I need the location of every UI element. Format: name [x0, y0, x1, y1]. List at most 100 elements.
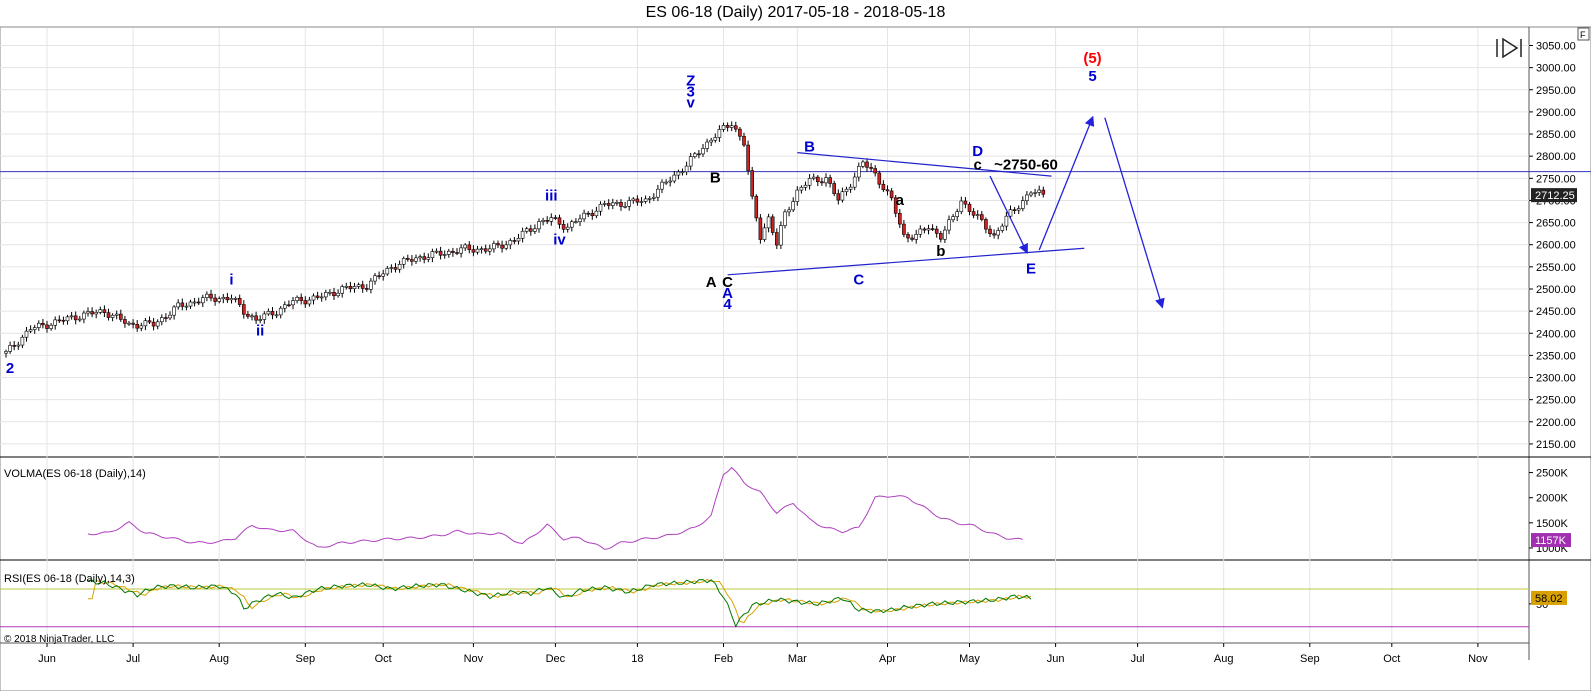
candle-body — [24, 330, 29, 338]
corner-f-icon[interactable]: F — [1577, 27, 1590, 41]
candle-body — [299, 297, 304, 301]
candle-body — [373, 275, 377, 282]
candle-body — [947, 219, 951, 231]
candle-body — [688, 156, 693, 167]
price-tick-label: 2350.00 — [1536, 350, 1576, 362]
candle-body — [16, 344, 21, 347]
candle-body — [725, 125, 730, 128]
candle-body — [172, 306, 176, 316]
candle-body — [713, 137, 718, 141]
candle-body — [344, 286, 349, 288]
chart-frame — [0, 26, 1591, 691]
candle-body — [422, 256, 427, 260]
time-tick-label: Jun — [1047, 653, 1065, 665]
candle-body — [53, 319, 58, 326]
candle-body — [360, 284, 365, 289]
candle-body — [393, 267, 398, 270]
candle-body — [49, 324, 53, 329]
wave-label: 4 — [723, 296, 732, 313]
candle-body — [127, 322, 131, 325]
candle-body — [82, 312, 86, 320]
candle-body — [971, 211, 976, 216]
candle-body — [110, 314, 115, 318]
candle-body — [746, 144, 750, 171]
time-tick-label: Nov — [464, 653, 484, 665]
time-tick-label: Aug — [209, 653, 229, 665]
candle-body — [610, 202, 615, 206]
candle-body — [274, 314, 279, 317]
candle-body — [102, 309, 107, 313]
candle-body — [451, 250, 455, 253]
wave-label: b — [936, 243, 945, 260]
candle-body — [123, 319, 127, 324]
candle-body — [86, 311, 90, 314]
candle-body — [967, 203, 972, 212]
candle-body — [528, 228, 533, 232]
candle-body — [770, 216, 775, 233]
candle-body — [1016, 208, 1021, 211]
wave-label: 2 — [6, 360, 14, 377]
candle-body — [643, 198, 648, 202]
candle-body — [1033, 192, 1037, 194]
wave-label: a — [896, 192, 905, 209]
time-tick-label: Mar — [788, 653, 807, 665]
candle-body — [934, 228, 939, 234]
rsi-line — [87, 579, 1032, 628]
candle-body — [533, 228, 537, 232]
candle-body — [389, 267, 394, 269]
projection-arrow — [1104, 117, 1165, 309]
candle-body — [426, 257, 431, 260]
candle-body — [258, 319, 263, 321]
candle-body — [930, 228, 935, 230]
rsi-panel: 5058.02 — [0, 578, 1567, 628]
candle-body — [57, 319, 62, 322]
candle-body — [254, 315, 258, 321]
candle-body — [1025, 194, 1029, 201]
candle-body — [623, 206, 627, 208]
price-tick-label: 2850.00 — [1536, 129, 1576, 141]
candle-body — [32, 327, 37, 330]
time-tick-label: Nov — [1468, 653, 1488, 665]
candle-body — [1041, 189, 1046, 195]
candle-body — [557, 217, 562, 225]
candle-body — [779, 225, 783, 246]
candle-body — [914, 233, 919, 240]
candle-body — [397, 264, 402, 270]
candle-body — [233, 298, 238, 300]
candle-body — [984, 219, 988, 230]
candle-body — [750, 170, 755, 197]
candle-body — [164, 317, 168, 319]
last-price-box — [1531, 188, 1577, 203]
skip-forward-icon[interactable] — [1496, 37, 1522, 59]
candle-body — [508, 240, 513, 246]
candle-body — [590, 213, 595, 217]
candle-body — [504, 244, 509, 249]
candle-body — [783, 211, 787, 226]
candle-body — [836, 193, 841, 201]
candle-body — [12, 345, 16, 347]
candle-body — [438, 250, 443, 256]
candle-body — [881, 183, 886, 191]
candle-body — [631, 198, 636, 201]
candle-body — [336, 292, 340, 297]
corner-f-label: F — [1580, 30, 1586, 40]
candle-body — [639, 201, 644, 203]
wave-label: v — [687, 94, 696, 111]
candle-body — [656, 188, 660, 198]
wave-label: 5 — [1088, 68, 1096, 85]
candle-body — [217, 298, 221, 302]
candle-body — [897, 212, 902, 225]
candle-body — [766, 216, 771, 229]
candle-body — [201, 297, 205, 304]
wave-label: ii — [256, 322, 264, 339]
wave-label: E — [1026, 260, 1036, 277]
candle-body — [717, 129, 722, 138]
candle-body — [1004, 215, 1009, 227]
candle-body — [951, 216, 955, 221]
candle-body — [943, 229, 947, 240]
candle-body — [848, 186, 853, 190]
candle-body — [820, 181, 824, 184]
